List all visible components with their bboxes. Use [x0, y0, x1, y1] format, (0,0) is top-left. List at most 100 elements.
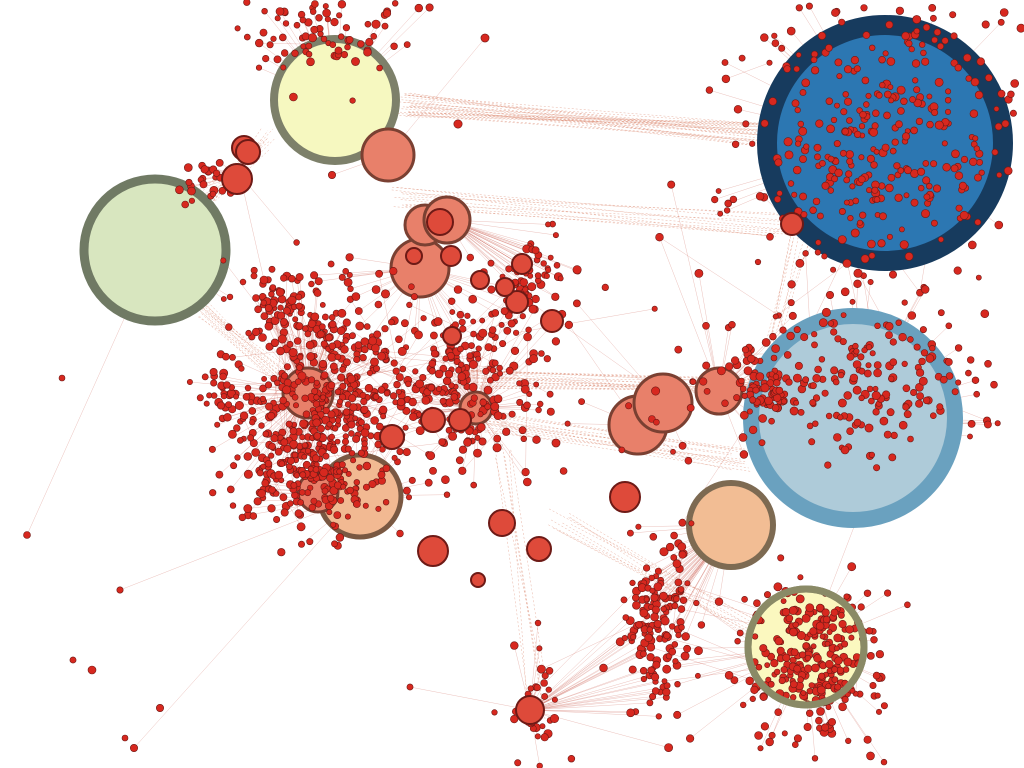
graph-node	[361, 345, 369, 354]
graph-node	[479, 398, 487, 407]
graph-node	[328, 320, 337, 329]
graph-node	[840, 287, 850, 297]
graph-node	[912, 15, 922, 24]
graph-node	[527, 685, 534, 692]
graph-node	[317, 330, 325, 338]
graph-node	[833, 645, 840, 652]
graph-node	[825, 683, 832, 690]
graph-node	[347, 285, 354, 292]
graph-node	[487, 285, 496, 294]
graph-node	[277, 304, 284, 311]
graph-node	[618, 446, 626, 454]
graph-node	[913, 343, 921, 351]
graph-node	[379, 446, 386, 453]
graph-node	[342, 337, 349, 344]
graph-node	[802, 250, 809, 257]
graph-node	[814, 153, 821, 161]
graph-node	[838, 398, 847, 408]
graph-node	[772, 313, 779, 320]
graph-node	[496, 364, 503, 372]
graph-node	[749, 695, 756, 703]
graph-node	[902, 403, 910, 411]
graph-node	[969, 109, 979, 118]
graph-node	[871, 390, 881, 400]
graph-node	[869, 127, 878, 137]
graph-node	[749, 140, 756, 147]
graph-node	[827, 187, 834, 194]
graph-node	[280, 508, 289, 517]
graph-node	[770, 354, 778, 362]
graph-node	[459, 325, 467, 333]
graph-node	[222, 352, 230, 361]
graph-node	[976, 158, 983, 166]
graph-node	[860, 4, 868, 12]
graph-node	[768, 97, 777, 106]
graph-node	[400, 319, 409, 328]
graph-node	[457, 345, 464, 353]
graph-node	[315, 14, 323, 22]
graph-node	[852, 197, 860, 205]
graph-node	[289, 427, 298, 435]
graph-node	[322, 452, 330, 460]
graph-node	[950, 32, 958, 40]
graph-node-medium	[488, 509, 516, 537]
graph-node	[327, 410, 336, 419]
graph-node	[747, 354, 756, 363]
graph-node	[803, 143, 810, 150]
graph-node-medium	[420, 407, 446, 433]
graph-node	[802, 642, 810, 650]
graph-node	[301, 453, 308, 460]
graph-node	[889, 338, 897, 346]
graph-node	[502, 427, 511, 436]
graph-node	[818, 356, 826, 363]
graph-node	[389, 267, 398, 276]
graph-node	[786, 331, 795, 341]
graph-node	[329, 41, 337, 49]
graph-node	[328, 314, 336, 321]
graph-node	[209, 367, 218, 376]
graph-node	[867, 239, 876, 249]
graph-node	[551, 337, 561, 346]
graph-node	[663, 682, 671, 689]
graph-node	[496, 370, 503, 377]
graph-node	[344, 513, 351, 520]
graph-node	[894, 193, 903, 202]
graph-node	[895, 6, 905, 15]
graph-node	[377, 351, 386, 361]
graph-node	[845, 625, 854, 634]
graph-node	[479, 317, 486, 324]
graph-node	[493, 411, 503, 421]
graph-node	[326, 474, 335, 483]
graph-node	[787, 280, 796, 289]
graph-node	[487, 259, 495, 267]
graph-node	[739, 450, 749, 459]
graph-node	[538, 350, 545, 357]
graph-node	[672, 559, 682, 569]
graph-node	[794, 106, 801, 114]
graph-node	[557, 275, 564, 282]
graph-node	[370, 416, 379, 425]
graph-node	[279, 493, 288, 502]
graph-node	[688, 520, 695, 527]
graph-node	[295, 302, 303, 310]
graph-node	[250, 272, 258, 280]
graph-node	[793, 373, 802, 383]
graph-node	[368, 336, 378, 346]
graph-node	[755, 372, 765, 381]
graph-node	[490, 402, 500, 411]
graph-node	[345, 470, 352, 477]
graph-node	[372, 393, 380, 400]
graph-node	[994, 122, 1003, 131]
graph-node	[872, 109, 880, 117]
graph-node	[838, 208, 846, 216]
graph-node	[850, 228, 860, 238]
graph-node	[931, 219, 938, 227]
graph-node	[838, 611, 845, 619]
graph-node	[547, 254, 554, 261]
graph-node	[841, 127, 849, 136]
graph-node	[976, 57, 985, 66]
graph-node	[649, 532, 658, 541]
graph-node	[264, 460, 273, 468]
graph-node	[478, 328, 488, 338]
graph-node	[965, 369, 972, 377]
